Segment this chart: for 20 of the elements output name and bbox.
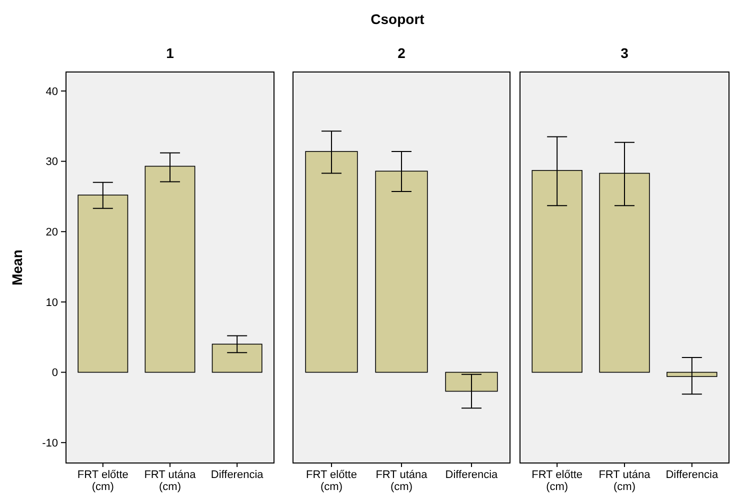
x-tick-label: FRT utána (cm)	[376, 469, 428, 493]
x-tick-label: FRT előtte (cm)	[77, 469, 128, 493]
y-tick-label: 40	[46, 86, 58, 98]
text: Csoport	[370, 11, 425, 27]
y-axis-title: Mean	[9, 250, 25, 286]
x-tick-label: FRT előtte (cm)	[532, 469, 583, 493]
x-tick-label: FRT előtte (cm)	[306, 469, 357, 493]
y-tick-label: 10	[46, 296, 58, 309]
x-tick-label: Differencia	[210, 469, 264, 481]
chart-title: 2	[398, 45, 406, 61]
x-tick-label: FRT utána (cm)	[144, 469, 197, 493]
chart-title: 1	[166, 45, 174, 61]
y-tick-label: 30	[46, 156, 58, 168]
x-tick-label: FRT utána (cm)	[598, 469, 652, 493]
y-tick-label: -10	[42, 437, 58, 450]
chart-title: 3	[620, 45, 629, 61]
x-tick-label: Differencia	[445, 469, 499, 481]
y-tick-label: 0	[52, 367, 58, 380]
x-tick-label: Differencia	[666, 469, 719, 481]
y-tick-label: 20	[46, 226, 58, 238]
